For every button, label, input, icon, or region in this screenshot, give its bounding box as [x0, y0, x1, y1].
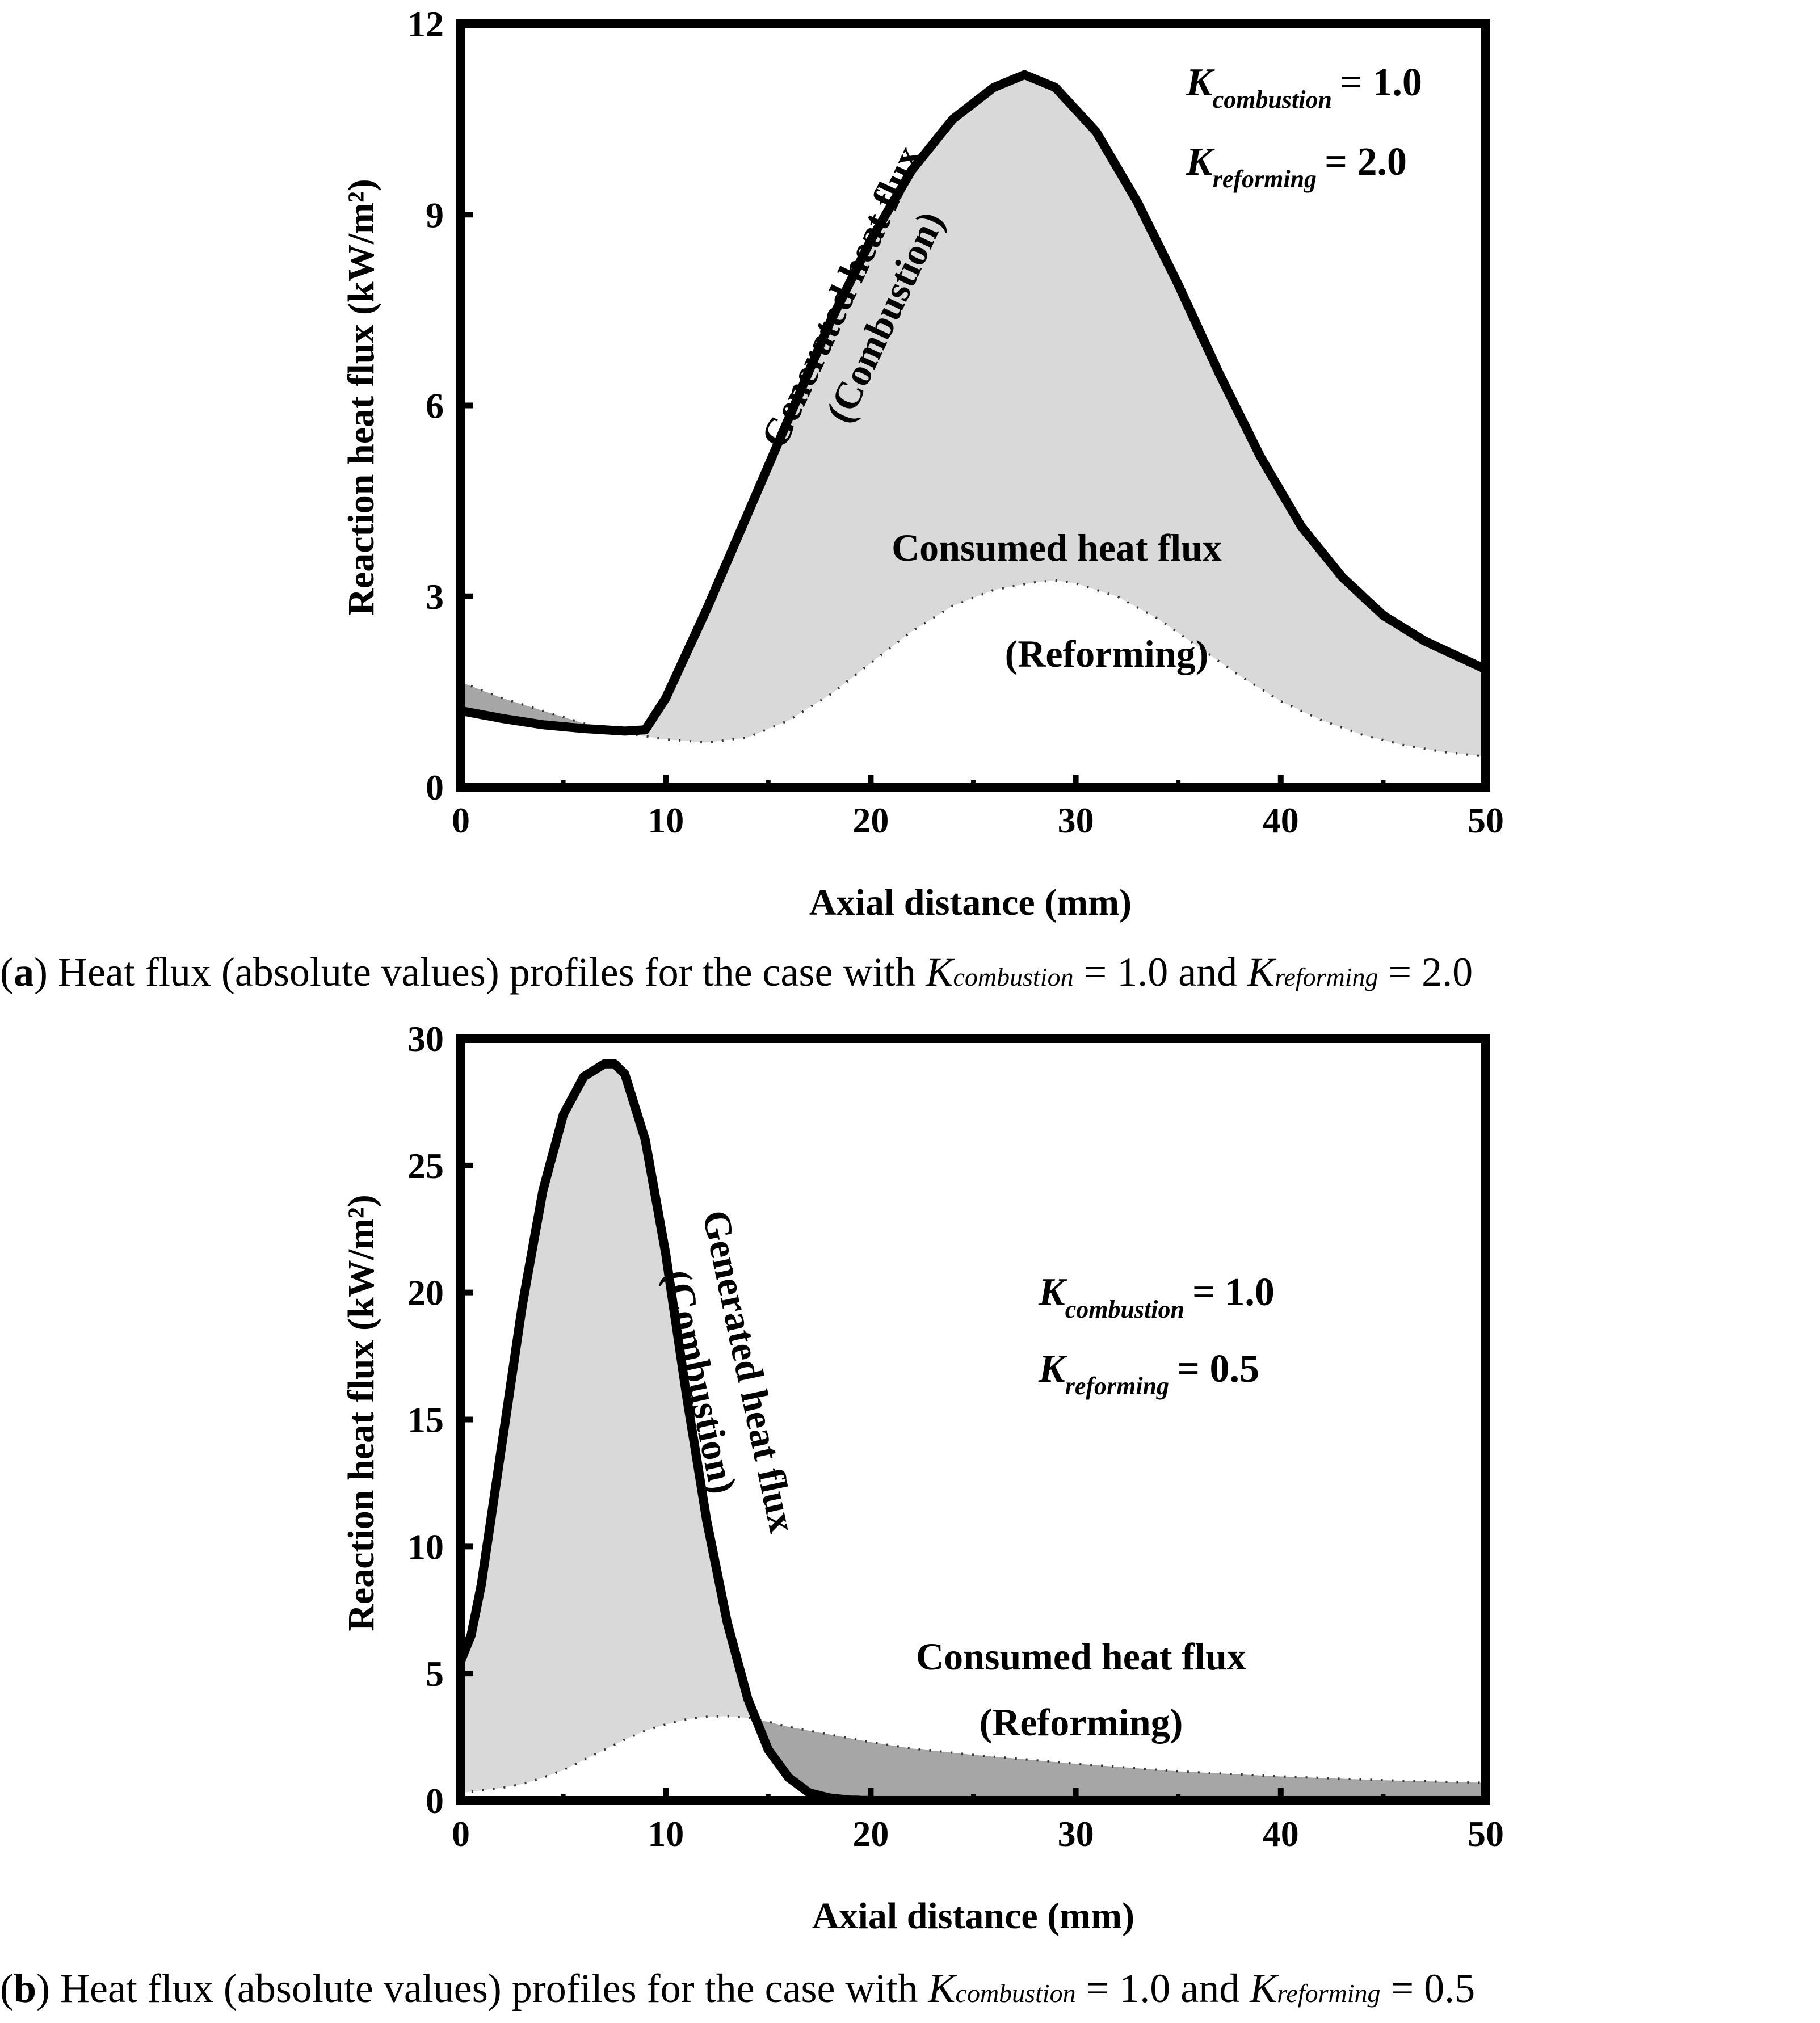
- param-symbol: K: [1186, 140, 1215, 184]
- y-tick-label-5: 5: [426, 1654, 444, 1694]
- x-tick-label-50: 50: [1468, 1814, 1504, 1854]
- param-symbol: K: [1186, 61, 1215, 104]
- caption-text: Heat flux (absolute values) profiles for…: [58, 949, 926, 995]
- caption-k2-value: = 0.5: [1381, 1966, 1476, 2011]
- caption-label: b: [14, 1966, 36, 2011]
- x-tick-label-50: 50: [1468, 800, 1504, 840]
- y-tick-label-0: 0: [426, 767, 444, 807]
- caption-k2-value: = 2.0: [1378, 949, 1473, 995]
- x-tick-label-10: 10: [648, 1814, 684, 1854]
- y-tick-label-12: 12: [407, 4, 444, 44]
- caption-paren-close: ): [34, 949, 58, 995]
- chart-b-param-reforming: Kreforming = 0.5: [1038, 1347, 1259, 1400]
- caption-k1-value: = 1.0 and: [1076, 1966, 1250, 2011]
- chart-a-param-reforming: Kreforming = 2.0: [1186, 140, 1407, 193]
- caption-paren-open: (: [0, 949, 14, 995]
- y-tick-label-20: 20: [407, 1273, 444, 1313]
- caption-k2-sub: reforming: [1277, 1979, 1380, 2008]
- param-symbol: K: [1038, 1271, 1067, 1314]
- chart-b-param-combustion: Kcombustion = 1.0: [1038, 1271, 1275, 1323]
- caption-paren-close: ): [36, 1966, 60, 2011]
- caption-k1-sub: combustion: [953, 962, 1073, 991]
- x-tick-label-40: 40: [1263, 1814, 1299, 1854]
- chart-a-ticks: 0 10 20 30 40 50 0 3 6 9 12: [407, 4, 1504, 840]
- x-tick-label-20: 20: [852, 800, 889, 840]
- chart-a-param-combustion: Kcombustion = 1.0: [1186, 61, 1422, 113]
- chart-a-series: [459, 70, 1488, 758]
- y-tick-label-6: 6: [426, 386, 444, 426]
- consumed-excess-area-1: [758, 1719, 1486, 1801]
- chart-b-y-axis-title: Reaction heat flux (kW/m²): [341, 1195, 382, 1631]
- caption-k2-symbol: K: [1249, 1966, 1279, 2011]
- param-subscript: reforming: [1213, 165, 1317, 193]
- param-subscript: reforming: [1065, 1372, 1169, 1400]
- y-tick-label-15: 15: [407, 1400, 444, 1440]
- caption-k2-symbol: K: [1247, 949, 1277, 995]
- caption-a: (a) Heat flux (absolute values) profiles…: [0, 949, 1473, 995]
- series-line-generated: [459, 70, 1488, 736]
- y-tick-label-10: 10: [407, 1526, 444, 1567]
- x-tick-label-0: 0: [452, 1814, 470, 1854]
- y-tick-label-25: 25: [407, 1146, 444, 1186]
- chart-b-x-axis-title: Axial distance (mm): [812, 1895, 1134, 1937]
- param-value: = 0.5: [1177, 1347, 1259, 1391]
- x-tick-label-20: 20: [852, 1814, 889, 1854]
- param-subscript: combustion: [1213, 86, 1332, 113]
- x-tick-label-30: 30: [1058, 800, 1094, 840]
- param-value: = 1.0: [1192, 1271, 1275, 1314]
- generated-excess-area-1: [614, 74, 1486, 757]
- caption-b: (b) Heat flux (absolute values) profiles…: [0, 1966, 1475, 2011]
- chart-a-x-axis-title: Axial distance (mm): [809, 882, 1132, 923]
- caption-paren-open: (: [0, 1966, 14, 2011]
- x-tick-label-0: 0: [452, 800, 470, 840]
- y-tick-label-0: 0: [426, 1781, 444, 1821]
- param-symbol: K: [1038, 1347, 1067, 1391]
- caption-k2-sub: reforming: [1275, 962, 1378, 991]
- chart-b-fill-areas: [461, 1063, 1486, 1801]
- chart-panel-b: 0 10 20 30 40 50 0 5 10 15 20 25 30 Axial distance (…: [341, 1019, 1504, 1937]
- caption-k1-sub: combustion: [956, 1979, 1076, 2008]
- caption-label: a: [14, 949, 34, 995]
- caption-k1-symbol: K: [925, 949, 955, 995]
- chart-a-annotation-consumed-line1: Consumed heat flux: [892, 526, 1222, 569]
- chart-a-y-axis-title: Reaction heat flux (kW/m²): [341, 179, 382, 616]
- y-tick-label-3: 3: [426, 577, 444, 617]
- chart-panel-a: 0 10 20 30 40 50 0 3 6 9 12 Axial distance (mm) Re…: [341, 4, 1504, 923]
- chart-a-annotation-consumed-line2: (Reforming): [1005, 632, 1209, 675]
- series-line-consumed: [460, 1715, 1486, 1794]
- param-value: = 2.0: [1325, 140, 1407, 184]
- y-tick-label-30: 30: [407, 1019, 444, 1059]
- x-tick-label-40: 40: [1263, 800, 1299, 840]
- param-value: = 1.0: [1340, 61, 1422, 104]
- caption-k1-symbol: K: [928, 1966, 958, 2011]
- x-tick-label-30: 30: [1058, 1814, 1094, 1854]
- chart-b-annotation-consumed-line2: (Reforming): [980, 1701, 1183, 1744]
- x-tick-label-10: 10: [648, 800, 684, 840]
- y-tick-label-9: 9: [426, 195, 444, 235]
- caption-text: Heat flux (absolute values) profiles for…: [60, 1966, 928, 2011]
- chart-b-ticks: 0 10 20 30 40 50 0 5 10 15 20 25 30: [407, 1019, 1504, 1854]
- param-subscript: combustion: [1065, 1296, 1184, 1323]
- caption-k1-value: = 1.0 and: [1074, 949, 1248, 995]
- chart-b-annotation-consumed-line1: Consumed heat flux: [916, 1635, 1246, 1678]
